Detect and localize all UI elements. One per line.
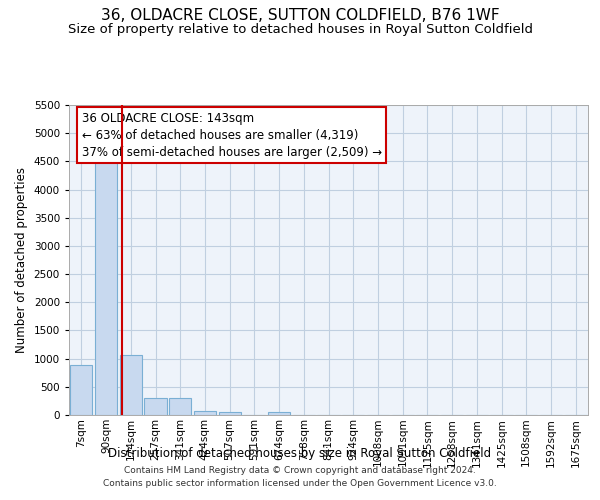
Bar [95,158,117,415]
Bar [194,411,216,415]
Bar [268,412,290,415]
Text: Size of property relative to detached houses in Royal Sutton Coldfield: Size of property relative to detached ho… [67,22,533,36]
Text: 36 OLDACRE CLOSE: 143sqm
← 63% of detached houses are smaller (4,319)
37% of sem: 36 OLDACRE CLOSE: 143sqm ← 63% of detach… [82,112,382,159]
Bar [70,364,92,415]
Bar [145,398,167,415]
Text: 36, OLDACRE CLOSE, SUTTON COLDFIELD, B76 1WF: 36, OLDACRE CLOSE, SUTTON COLDFIELD, B76… [101,8,499,22]
Text: Contains HM Land Registry data © Crown copyright and database right 2024.
Contai: Contains HM Land Registry data © Crown c… [103,466,497,487]
Bar [119,356,142,415]
Text: Distribution of detached houses by size in Royal Sutton Coldfield: Distribution of detached houses by size … [109,448,491,460]
Bar [169,398,191,415]
Bar [218,412,241,415]
Y-axis label: Number of detached properties: Number of detached properties [15,167,28,353]
